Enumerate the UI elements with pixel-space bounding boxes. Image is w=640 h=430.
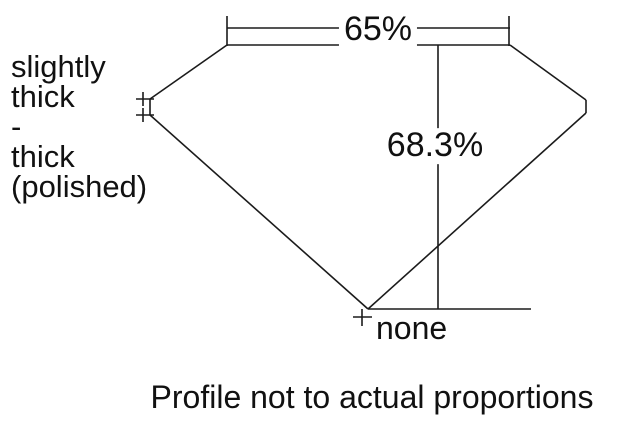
girdle-label-line-1: slightly (11, 49, 106, 84)
girdle-label: slightly thick - thick (polished) (11, 49, 148, 204)
culet-label: none (376, 310, 448, 346)
caption: Profile not to actual proportions (150, 379, 594, 415)
girdle-label-line-2: thick (11, 79, 75, 114)
crown-right-line (509, 44, 587, 101)
girdle-label-line-3: - (11, 109, 22, 144)
girdle-label-line-5: (polished) (11, 169, 148, 204)
pavilion-left-line (149, 114, 369, 310)
crown-left-line (149, 44, 228, 100)
depth-percentage-label: 68.3% (381, 127, 489, 164)
table-size-percentage-label: 65% (338, 11, 418, 48)
pavilion-right-line (367, 112, 587, 310)
girdle-label-line-4: thick (11, 139, 75, 174)
